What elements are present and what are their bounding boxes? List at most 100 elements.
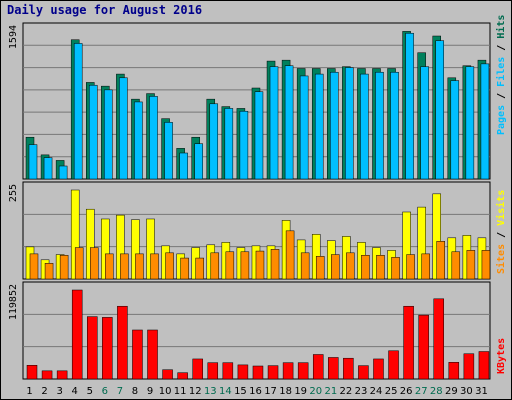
bar-files [194, 143, 203, 180]
bar-kbytes [433, 298, 444, 380]
day-label: 16 [249, 386, 262, 397]
legend-files: Files [495, 57, 507, 87]
legend-hits: Hits [495, 15, 507, 39]
bar-kbytes [403, 305, 414, 380]
bar-kbytes [388, 350, 399, 380]
bar-sites [376, 255, 385, 280]
day-label: 14 [219, 386, 232, 397]
bar-sites [150, 253, 159, 280]
bar-kbytes [237, 364, 249, 380]
bar-files [254, 91, 264, 180]
y-max-label: 255 [8, 184, 19, 202]
bar-files [164, 122, 173, 180]
bar-kbytes [282, 362, 294, 380]
bar-sites [225, 251, 235, 280]
bar-sites [481, 250, 491, 280]
bar-files [330, 71, 339, 180]
bar-files [480, 63, 490, 180]
legend-sites: Sites [495, 244, 507, 274]
legend-visits: Visits [495, 190, 507, 226]
day-label: 30 [460, 386, 473, 397]
day-label: 18 [279, 386, 292, 397]
bar-files [405, 32, 414, 180]
bar-kbytes [192, 358, 203, 380]
bar-sites [466, 250, 476, 280]
bar-files [390, 71, 399, 180]
bar-kbytes [448, 362, 460, 380]
y-max-label: 119852 [8, 284, 19, 320]
day-label: 12 [189, 386, 202, 397]
bar-files [239, 110, 249, 180]
bar-sites [90, 247, 99, 280]
bar-kbytes [478, 351, 490, 380]
bar-kbytes [358, 365, 369, 380]
bar-files [89, 84, 98, 180]
day-label: 29 [445, 386, 458, 397]
bar-sites [270, 249, 280, 280]
bar-files [149, 96, 158, 180]
day-label: 15 [234, 386, 247, 397]
bar-kbytes [41, 370, 53, 380]
day-label: 19 [294, 386, 307, 397]
bar-kbytes [222, 362, 234, 380]
bar-kbytes [252, 365, 264, 380]
bar-kbytes [207, 362, 219, 380]
bar-files [450, 80, 460, 180]
day-label: 2 [41, 386, 47, 397]
bar-kbytes [26, 365, 38, 380]
day-label: 26 [400, 386, 413, 397]
bar-kbytes [56, 370, 68, 380]
bar-files [314, 73, 324, 180]
day-label: 7 [117, 386, 123, 397]
axis-legend-kbytes: KBytes [496, 338, 507, 374]
axis-legend-hits-files-pages: Pages / Files / Hits [495, 15, 507, 135]
day-label: 1 [26, 386, 32, 397]
day-label: 13 [204, 386, 217, 397]
bar-kbytes [343, 357, 354, 380]
bar-sites [300, 252, 310, 280]
legend-pages: Pages [496, 105, 507, 135]
bar-sites [331, 254, 340, 280]
bar-sites [240, 251, 250, 280]
bar-sites [255, 250, 265, 280]
bar-kbytes [87, 316, 98, 380]
day-label: 28 [430, 386, 443, 397]
bar-sites [195, 257, 204, 280]
bar-sites [421, 253, 430, 280]
day-label: 10 [159, 386, 172, 397]
day-label: 24 [370, 386, 383, 397]
bar-kbytes [117, 305, 128, 380]
day-label: 6 [102, 386, 108, 397]
bar-sites [74, 247, 84, 280]
day-label: 9 [147, 386, 153, 397]
bar-sites [391, 257, 400, 280]
bar-kbytes [312, 354, 324, 380]
day-label: 31 [475, 386, 488, 397]
bar-kbytes [162, 369, 173, 380]
bar-sites [29, 253, 39, 280]
day-label: 17 [264, 386, 277, 397]
day-label: 8 [132, 386, 138, 397]
bar-sites [451, 251, 461, 280]
bar-kbytes [463, 353, 475, 380]
bar-sites [315, 256, 325, 280]
bar-files [73, 43, 83, 180]
bar-sites [285, 230, 295, 280]
bar-kbytes [328, 357, 339, 380]
bar-files [179, 152, 188, 180]
legend-kbytes: KBytes [496, 338, 507, 374]
bar-sites [180, 257, 189, 280]
bar-sites [210, 252, 220, 280]
bar-sites [361, 255, 370, 280]
bar-sites [59, 255, 69, 280]
bar-files [360, 73, 369, 180]
axis-legend-visits-sites: Sites / Visits [495, 190, 507, 274]
day-label: 11 [174, 386, 187, 397]
bar-files [435, 40, 444, 180]
bar-files [420, 66, 429, 180]
bar-kbytes [102, 317, 113, 380]
bar-files [465, 66, 475, 180]
bar-sites [135, 253, 144, 280]
